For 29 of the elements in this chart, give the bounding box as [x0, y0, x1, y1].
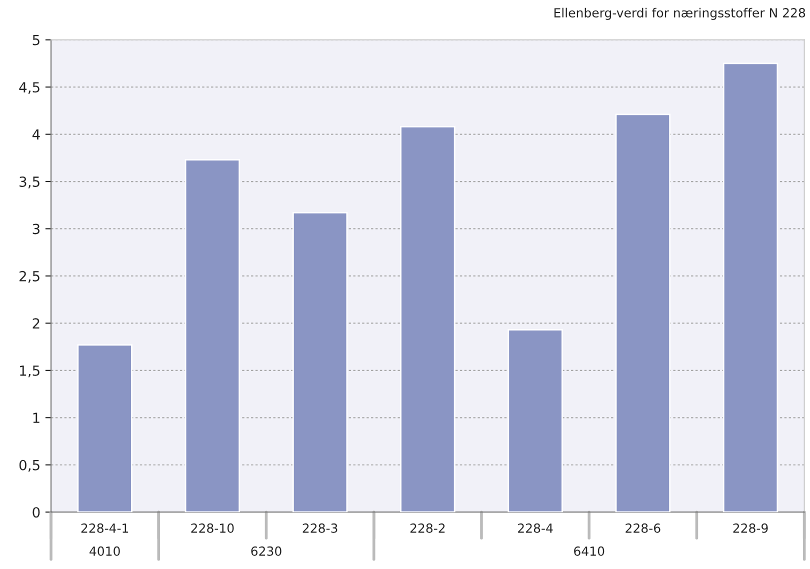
- y-tick-label: 2,5: [20, 270, 40, 283]
- x-tick-label: 228-10: [191, 523, 234, 533]
- x-tick-label: 228-2: [410, 523, 445, 533]
- x-tick-label: 228-4-1: [81, 523, 128, 533]
- bar: [722, 62, 778, 512]
- text: 6410: [574, 546, 604, 556]
- bar: [400, 126, 456, 512]
- text: 4010: [90, 546, 120, 556]
- chart-title: Ellenberg-verdi for næringsstoffer N 228: [554, 8, 806, 20]
- y-tick-label: 3: [32, 224, 40, 234]
- bar: [615, 114, 671, 512]
- y-tick-label: 2: [32, 318, 40, 328]
- bar: [508, 329, 563, 512]
- y-tick-label: 1,5: [20, 366, 40, 378]
- y-tick-label: 1: [33, 412, 40, 423]
- x-tick-label: 228-4: [518, 523, 553, 533]
- x-tick-label: 228-9: [733, 523, 768, 533]
- y-tick-label: 5: [32, 34, 40, 46]
- y-tick-label: 3,5: [20, 176, 40, 188]
- bar: [77, 344, 132, 512]
- y-tick-label: 0: [32, 507, 40, 518]
- x-tick-label: 228-6: [626, 523, 660, 533]
- bar: [184, 159, 240, 512]
- y-tick-label: 4: [32, 129, 40, 140]
- text: 6230: [251, 546, 282, 556]
- y-tick-label: 0,5: [19, 460, 40, 472]
- x-tick-label: 228-3: [302, 523, 338, 533]
- bar: [292, 212, 348, 512]
- y-tick-label: 4,5: [19, 82, 40, 94]
